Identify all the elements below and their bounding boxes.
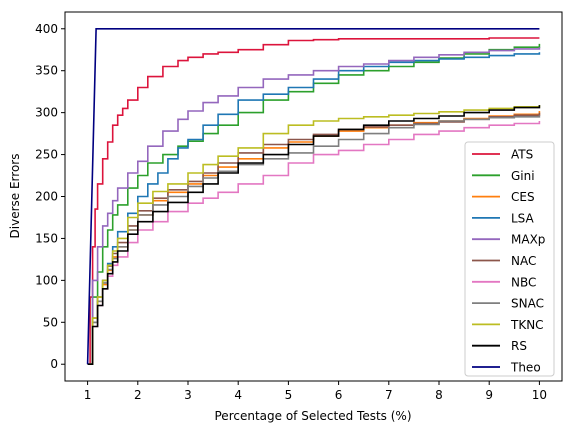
series-line-maxp (87, 47, 541, 365)
legend-entry: TKNC (510, 318, 544, 332)
series-line-ats (87, 37, 540, 365)
legend-entry: NAC (511, 254, 536, 268)
x-tick-label: 8 (435, 388, 443, 402)
series-line-theo (86, 28, 540, 365)
x-tick-label: 5 (285, 388, 293, 402)
x-tick-label: 4 (234, 388, 242, 402)
y-tick-label: 100 (35, 273, 58, 287)
legend-entry: SNAC (511, 297, 544, 311)
legend-entry: Theo (510, 361, 541, 375)
x-tick-label: 9 (485, 388, 493, 402)
x-tick-label: 10 (532, 388, 547, 402)
legend-entry: ATS (511, 148, 533, 162)
legend-entry: CES (511, 190, 535, 204)
legend-entry: MAXp (511, 233, 545, 247)
y-axis: 0 50 100 150 200 250 300 350 400 (35, 22, 65, 371)
y-tick-label: 150 (35, 231, 58, 245)
x-tick-label: 2 (134, 388, 142, 402)
legend-entry: Gini (511, 169, 535, 183)
series-line-rs (87, 105, 541, 365)
y-tick-label: 250 (35, 148, 58, 162)
x-tick-label: 6 (335, 388, 343, 402)
series-line-gini (87, 43, 541, 365)
series-line-snac (87, 115, 541, 365)
x-tick-label: 7 (385, 388, 393, 402)
y-tick-label: 0 (50, 357, 58, 371)
y-tick-label: 50 (43, 315, 58, 329)
legend: ATS Gini CES LSA MAXp NAC NBC SNAC TKNC RS Theo (464, 141, 555, 377)
series-line-nbc (87, 121, 541, 365)
legend-box (464, 141, 555, 377)
x-axis-label: Percentage of Selected Tests (%) (215, 409, 412, 423)
y-tick-label: 350 (35, 64, 58, 78)
legend-entry: LSA (511, 211, 535, 225)
x-axis: 1 2 3 4 5 6 7 8 9 10 (84, 381, 547, 402)
series-line-tknc (87, 105, 541, 365)
x-tick-label: 1 (84, 388, 92, 402)
legend-entry: NBC (511, 275, 536, 289)
y-axis-label: Diverse Errors (8, 154, 22, 239)
x-tick-label: 3 (184, 388, 192, 402)
legend-entry: RS (511, 339, 527, 353)
y-tick-label: 400 (35, 22, 58, 36)
series-layer (86, 28, 541, 365)
y-tick-label: 300 (35, 106, 58, 120)
y-tick-label: 200 (35, 190, 58, 204)
